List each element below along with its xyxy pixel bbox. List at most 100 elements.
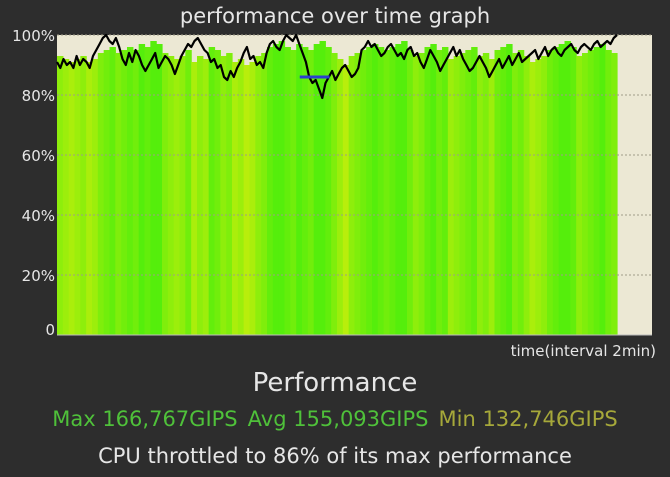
performance-band — [267, 47, 274, 335]
performance-band — [132, 50, 140, 335]
performance-band — [272, 44, 280, 335]
stats-row: Max 166,767GIPS Avg 155,093GIPS Min 132,74… — [0, 407, 670, 431]
performance-band — [593, 47, 601, 335]
performance-band — [278, 41, 286, 335]
performance-band — [331, 53, 338, 335]
performance-band — [552, 47, 560, 335]
performance-band — [477, 56, 484, 335]
performance-band — [255, 56, 262, 335]
performance-band — [202, 59, 210, 335]
performance-band — [197, 56, 204, 335]
performance-band — [412, 56, 420, 335]
performance-band — [418, 53, 426, 335]
performance-band — [156, 44, 163, 335]
performance-band — [459, 53, 466, 335]
performance-band — [360, 50, 367, 335]
performance-band — [185, 50, 192, 335]
performance-band — [249, 62, 256, 335]
performance-band — [471, 47, 478, 335]
x-axis-label: time(interval 2min) — [510, 342, 656, 360]
performance-band — [383, 50, 391, 335]
performance-band — [570, 47, 577, 335]
performance-band — [162, 53, 169, 335]
performance-band — [611, 53, 618, 335]
min-stat: Min 132,746GIPS — [438, 407, 618, 431]
y-axis-ticks: 0 20% 40% 60% 80% 100% — [12, 27, 55, 339]
performance-band — [453, 56, 461, 335]
performance-band — [529, 62, 536, 335]
performance-band — [389, 47, 396, 335]
performance-band — [144, 47, 151, 335]
performance-band — [92, 59, 99, 335]
performance-band — [377, 47, 385, 335]
performance-band — [208, 47, 216, 335]
performance-band — [488, 59, 496, 335]
performance-band — [237, 59, 245, 335]
performance-band — [97, 53, 105, 335]
y-tick-label: 0 — [45, 321, 55, 339]
max-stat: Max 166,767GIPS — [52, 407, 238, 431]
throttle-message: CPU throttled to 86% of its max performa… — [98, 444, 572, 468]
performance-band — [500, 47, 507, 335]
performance-band — [587, 50, 595, 335]
performance-band — [261, 53, 268, 335]
performance-band — [348, 56, 356, 335]
performance-band — [517, 50, 525, 335]
performance-band — [512, 53, 519, 335]
performance-band — [191, 62, 198, 335]
performance-band — [115, 53, 122, 335]
performance-band — [302, 47, 309, 335]
performance-band — [307, 50, 315, 335]
performance-line — [56, 33, 618, 100]
performance-band — [179, 56, 186, 335]
y-tick-label: 60% — [22, 147, 55, 165]
performance-band — [57, 56, 64, 335]
performance-band — [547, 50, 554, 335]
performance-band — [127, 47, 134, 335]
performance-band — [319, 41, 326, 335]
performance-band — [541, 56, 548, 335]
graph-title: performance over time graph — [179, 4, 491, 28]
performance-band — [564, 41, 571, 335]
performance-band — [523, 56, 531, 335]
performance-band — [535, 59, 542, 335]
avg-stat: Avg 155,093GIPS — [247, 407, 429, 431]
performance-band — [226, 53, 233, 335]
performance-band — [372, 44, 379, 335]
performance-band — [167, 56, 175, 335]
performance-band — [424, 47, 431, 335]
performance-band — [121, 50, 128, 335]
performance-band — [173, 59, 181, 335]
performance-band — [599, 44, 606, 335]
performance-band — [290, 50, 297, 335]
performance-band — [138, 44, 146, 335]
y-tick-label: 100% — [12, 27, 55, 45]
performance-band — [342, 65, 350, 335]
performance-band — [103, 50, 111, 335]
performance-band — [447, 59, 455, 335]
performance-band — [442, 47, 449, 335]
performance-band — [284, 47, 291, 335]
gridlines — [57, 34, 652, 276]
performance-band — [74, 59, 81, 335]
performance-band — [407, 50, 414, 335]
performance-band — [605, 50, 612, 335]
performance-band — [354, 53, 361, 335]
performance-heading: Performance — [252, 368, 418, 398]
performance-band — [506, 44, 513, 335]
performance-band — [337, 59, 344, 335]
performance-band — [366, 47, 373, 335]
performance-band — [109, 47, 116, 335]
performance-band — [395, 44, 402, 335]
performance-band — [325, 47, 332, 335]
performance-band — [232, 62, 239, 335]
performance-band — [220, 56, 227, 335]
y-tick-label: 20% — [22, 267, 55, 285]
performance-band — [214, 50, 221, 335]
performance-band — [62, 59, 70, 335]
performance-bands — [57, 41, 618, 335]
performance-band — [494, 50, 501, 335]
performance-band — [436, 50, 443, 335]
performance-band — [296, 44, 303, 335]
